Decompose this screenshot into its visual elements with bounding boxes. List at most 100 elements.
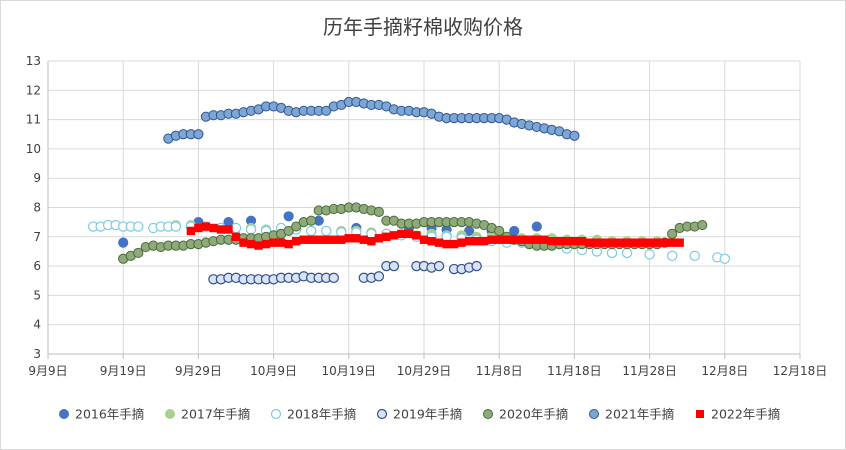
data-point bbox=[434, 238, 444, 247]
data-point bbox=[328, 272, 339, 284]
data-point bbox=[186, 226, 196, 236]
legend-marker bbox=[376, 408, 388, 420]
data-point bbox=[495, 235, 504, 244]
x-tick-label: 9月9日 bbox=[28, 364, 67, 378]
data-point bbox=[337, 235, 346, 244]
y-tick-label: 5 bbox=[33, 288, 41, 302]
legend-marker bbox=[483, 409, 493, 419]
data-point bbox=[133, 221, 144, 232]
data-point bbox=[607, 238, 617, 247]
data-point bbox=[306, 215, 317, 226]
data-point bbox=[307, 235, 316, 244]
data-point bbox=[525, 235, 534, 244]
y-tick-label: 12 bbox=[26, 83, 41, 97]
y-tick-label: 4 bbox=[33, 318, 41, 332]
data-point bbox=[652, 238, 662, 247]
data-point bbox=[291, 236, 301, 246]
data-point bbox=[615, 238, 624, 247]
axes: 3 4 5 6 7 8 9 10 11 12 13 9月9日 9月19日 9月29日 10月9日 10月19日… bbox=[26, 54, 828, 378]
y-tick-label: 6 bbox=[33, 259, 41, 273]
legend-marker bbox=[696, 410, 704, 418]
data-point bbox=[352, 234, 361, 243]
data-point bbox=[449, 239, 459, 249]
x-tick-label: 10月9日 bbox=[250, 364, 297, 378]
data-point bbox=[373, 206, 384, 217]
data-point bbox=[592, 238, 602, 247]
data-point bbox=[666, 250, 678, 262]
data-point bbox=[133, 247, 144, 259]
legend-label: 2017年手摘 bbox=[181, 407, 250, 422]
legend-marker bbox=[270, 408, 282, 420]
data-point bbox=[321, 225, 332, 237]
legend-label: 2016年手摘 bbox=[75, 407, 144, 422]
data-point bbox=[517, 235, 526, 244]
data-point bbox=[261, 239, 271, 249]
legend-marker bbox=[59, 409, 69, 419]
legend-label: 2022年手摘 bbox=[711, 407, 780, 422]
data-point bbox=[427, 236, 436, 246]
y-tick-label: 11 bbox=[26, 113, 41, 127]
y-tick-label: 7 bbox=[33, 230, 41, 244]
x-tick-label: 9月19日 bbox=[100, 364, 147, 378]
x-tick-label: 11月8日 bbox=[476, 364, 523, 378]
data-point bbox=[283, 211, 294, 222]
data-point bbox=[547, 236, 557, 246]
data-point bbox=[675, 238, 684, 247]
data-point bbox=[412, 231, 421, 240]
data-point bbox=[389, 231, 399, 240]
data-point bbox=[689, 250, 700, 262]
data-point bbox=[540, 235, 549, 244]
data-point bbox=[224, 225, 233, 234]
data-point bbox=[382, 232, 391, 241]
legend-marker bbox=[165, 409, 175, 419]
data-point bbox=[479, 236, 489, 246]
data-point bbox=[269, 238, 278, 247]
x-tick-label: 11月28日 bbox=[622, 364, 677, 378]
data-point bbox=[562, 236, 572, 246]
data-point bbox=[555, 236, 564, 246]
data-point bbox=[660, 238, 669, 247]
series-5 bbox=[163, 96, 580, 144]
data-point bbox=[194, 223, 203, 233]
data-point bbox=[622, 238, 632, 247]
x-tick-label: 10月19日 bbox=[322, 364, 377, 378]
data-point bbox=[170, 221, 182, 232]
data-point bbox=[118, 237, 129, 248]
data-point bbox=[299, 235, 308, 244]
data-point bbox=[621, 247, 633, 259]
data-point bbox=[291, 221, 302, 232]
legend-item: 2017年手摘 bbox=[165, 407, 250, 422]
data-point bbox=[510, 235, 519, 244]
data-point bbox=[193, 129, 204, 140]
series-layer bbox=[87, 96, 731, 285]
legend-item: 2020年手摘 bbox=[483, 407, 568, 422]
x-tick-label: 10月29日 bbox=[397, 364, 452, 378]
legend-label: 2020年手摘 bbox=[499, 407, 568, 422]
data-point bbox=[314, 235, 323, 244]
y-tick-label: 10 bbox=[26, 142, 41, 156]
series-3 bbox=[208, 260, 482, 285]
y-tick-label: 9 bbox=[33, 171, 41, 185]
data-point bbox=[644, 249, 655, 260]
legend-label: 2018年手摘 bbox=[287, 407, 356, 422]
data-point bbox=[373, 271, 385, 282]
legend-item: 2019年手摘 bbox=[376, 407, 462, 422]
y-tick-label: 8 bbox=[33, 201, 41, 215]
legend-marker bbox=[589, 409, 599, 419]
data-point bbox=[284, 239, 293, 249]
data-point bbox=[531, 221, 542, 232]
data-point bbox=[230, 222, 242, 234]
legend-label: 2019年手摘 bbox=[393, 407, 462, 422]
data-point bbox=[404, 229, 414, 239]
data-point bbox=[630, 238, 639, 247]
legend-item: 2016年手摘 bbox=[59, 407, 144, 422]
data-point bbox=[388, 260, 400, 272]
data-point bbox=[457, 238, 466, 247]
data-point bbox=[231, 232, 241, 241]
data-point bbox=[585, 238, 594, 247]
legend-item: 2022年手摘 bbox=[696, 407, 780, 422]
data-point bbox=[433, 260, 445, 272]
legend-item: 2018年手摘 bbox=[270, 407, 356, 422]
